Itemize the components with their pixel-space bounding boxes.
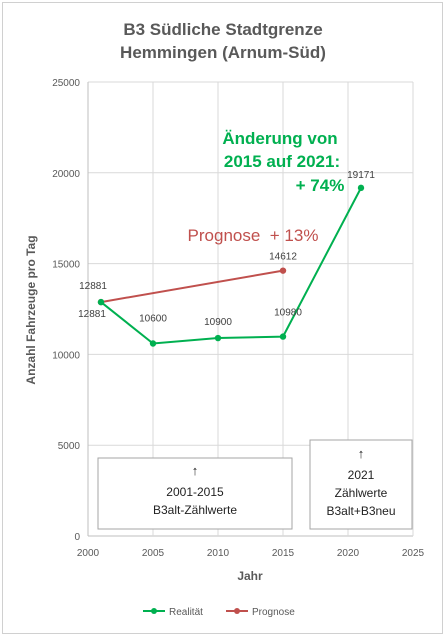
data-point [97,298,105,306]
series-line-prognose [100,269,284,304]
box-left-arrow: ↑ [192,463,199,478]
y-tick-label: 5000 [58,441,81,452]
legend-item-prognose: Prognose [226,607,295,618]
data-label: 10980 [274,308,302,319]
x-tick-label: 2025 [402,548,425,559]
y-tick-label: 25000 [52,78,80,89]
legend-marker-prognose [234,608,240,614]
legend-marker-realitaet [151,608,157,614]
data-label: 12881 [79,281,107,292]
data-label: 10900 [204,317,232,328]
data-label: 19171 [347,170,375,181]
x-tick-label: 2000 [77,548,100,559]
annotation-increase-line-3: + 74% [296,176,345,195]
x-tick-label: 2005 [142,548,165,559]
y-axis-label: Anzahl Fahrzeuge pro Tag [24,235,38,384]
annotation-increase-line-2: 2015 auf 2021: [224,152,340,171]
box-left-line-1: 2001-2015 [166,485,224,499]
chart-title-line-1: B3 Südliche Stadtgrenze [123,20,322,39]
box-right-line-2: Zählwerte [335,486,388,500]
data-label: 14612 [269,252,297,263]
y-tick-label: 15000 [52,260,80,271]
grid-lines [87,81,414,537]
x-tick-label: 2015 [272,548,295,559]
data-point [214,334,222,342]
data-point [279,333,287,340]
x-tick-label: 2020 [337,548,360,559]
data-label: 10600 [139,314,167,325]
series-layer [97,184,365,347]
y-tick-label: 20000 [52,169,80,180]
y-tick-label: 10000 [52,350,80,361]
x-axis-label: Jahr [237,569,263,583]
box-left-line-2: B3alt-Zählwerte [153,503,237,517]
legend-item-realitaet: Realität [143,607,203,618]
axis-tick-labels: 0 5000 10000 15000 20000 25000 2000 2005 2010 201… [52,78,424,559]
data-labels-layer: 12881 14612 12881 10600 10900 10980 19171 [78,170,375,328]
box-right-line-1: 2021 [348,468,375,482]
data-point [357,184,365,192]
annotation-increase-line-1: Änderung von [222,129,337,148]
legend: Realität Prognose [143,607,295,618]
y-tick-label: 0 [74,532,80,543]
annotation-box-2001-2015: ↑ 2001-2015 B3alt-Zählwerte [97,457,293,530]
data-point [149,340,157,347]
chart-title-line-2: Hemmingen (Arnum-Süd) [120,43,326,62]
data-point [279,267,287,274]
annotation-forecast: Prognose + 13% [188,226,319,245]
legend-label-realitaet: Realität [169,607,203,618]
box-right-arrow: ↑ [358,446,365,461]
data-label: 12881 [78,309,106,320]
box-right-line-3: B3alt+B3neu [326,504,395,518]
annotation-box-2021: ↑ 2021 Zählwerte B3alt+B3neu [309,439,413,530]
legend-label-prognose: Prognose [252,607,295,618]
x-tick-label: 2010 [207,548,230,559]
